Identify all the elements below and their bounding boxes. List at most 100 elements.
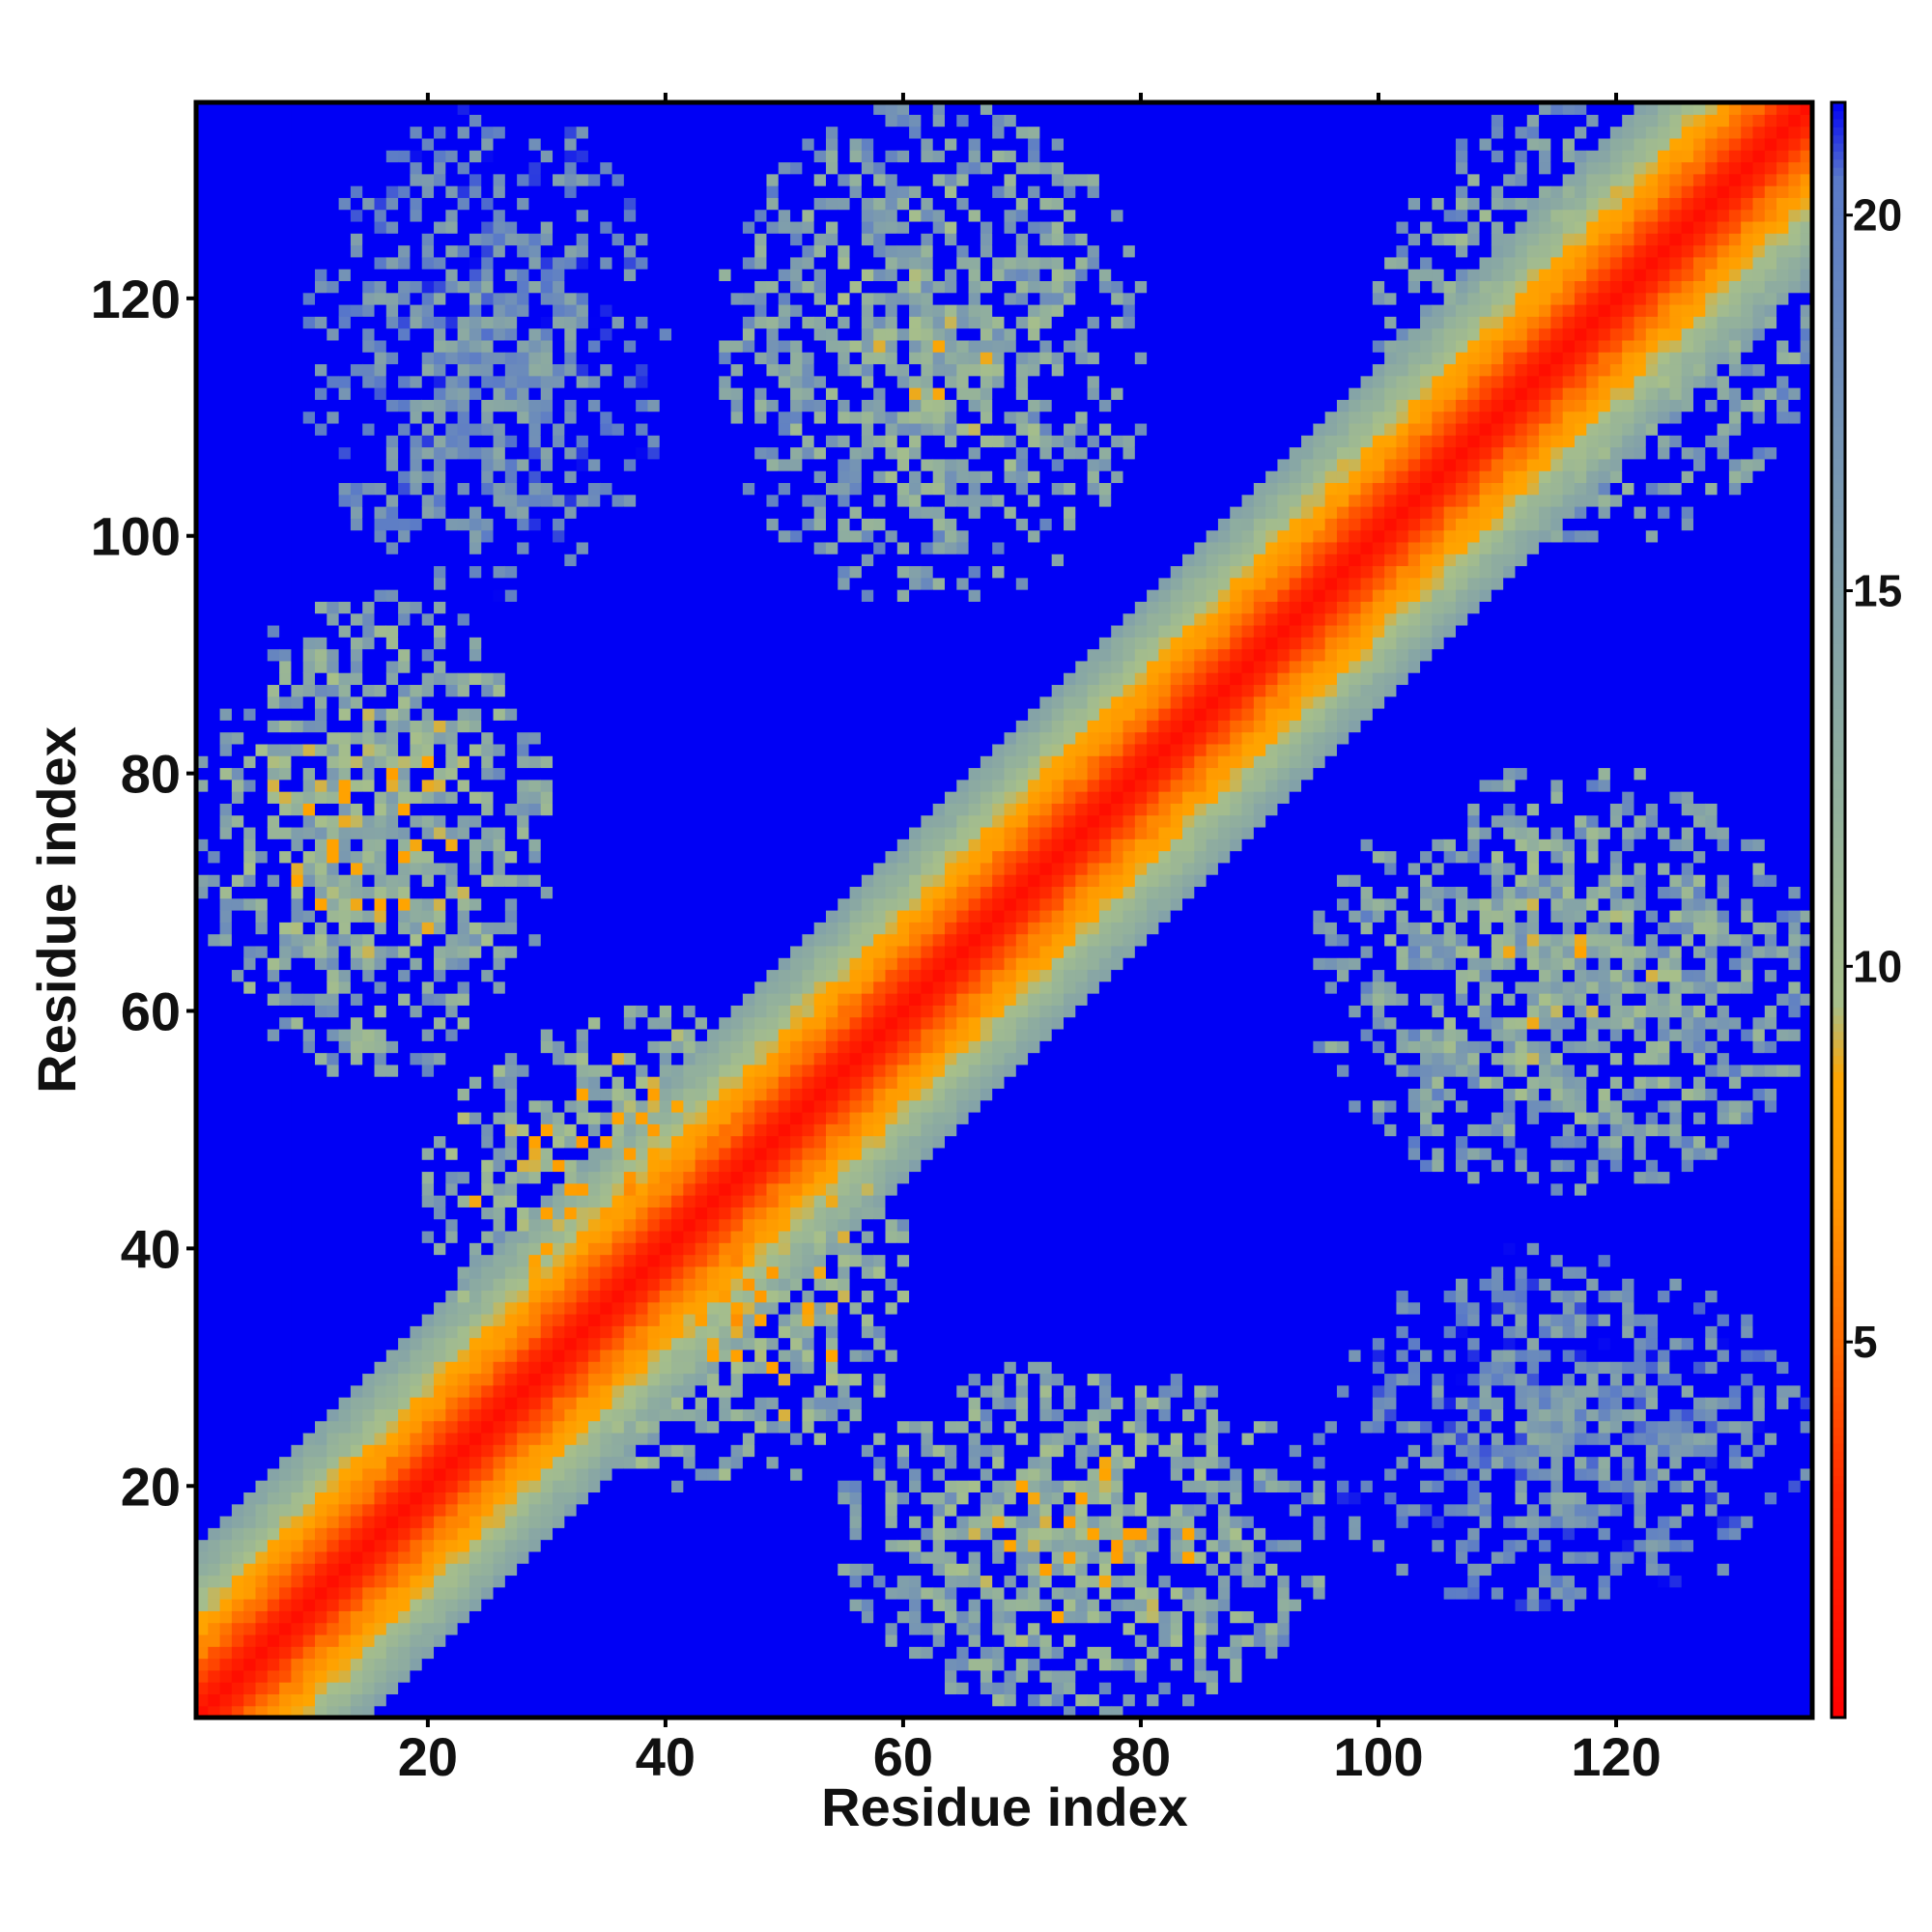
heatmap-cell bbox=[219, 1408, 233, 1422]
heatmap-cell bbox=[279, 684, 293, 697]
heatmap-cell bbox=[410, 743, 423, 756]
heatmap-cell bbox=[362, 1265, 376, 1279]
heatmap-cell bbox=[267, 910, 280, 923]
heatmap-cell bbox=[564, 1480, 578, 1493]
heatmap-cell bbox=[421, 1610, 435, 1624]
heatmap-cell bbox=[350, 980, 363, 994]
heatmap-cell bbox=[374, 1516, 387, 1528]
heatmap-cell bbox=[421, 1337, 435, 1350]
heatmap-cell bbox=[540, 1016, 554, 1030]
heatmap-cell bbox=[231, 280, 244, 294]
heatmap-cell bbox=[434, 624, 446, 638]
heatmap-cell bbox=[398, 470, 412, 484]
heatmap-cell bbox=[600, 1088, 613, 1101]
heatmap-cell bbox=[350, 137, 363, 151]
heatmap-cell bbox=[493, 1301, 506, 1315]
heatmap-cell bbox=[327, 993, 340, 1006]
heatmap-cell bbox=[528, 1693, 542, 1707]
heatmap-cell bbox=[279, 1373, 293, 1386]
heatmap-cell bbox=[255, 375, 269, 388]
heatmap-cell bbox=[528, 458, 542, 471]
heatmap-cell bbox=[350, 897, 363, 911]
heatmap-cell bbox=[504, 1492, 518, 1505]
heatmap-cell bbox=[504, 244, 518, 258]
heatmap-cell bbox=[385, 387, 399, 400]
heatmap-cell bbox=[600, 969, 613, 982]
heatmap-cell bbox=[564, 1408, 578, 1422]
heatmap-cell bbox=[540, 1230, 554, 1243]
heatmap-cell bbox=[564, 280, 578, 294]
heatmap-cell bbox=[302, 1301, 316, 1315]
heatmap-cell bbox=[302, 672, 316, 686]
heatmap-cell bbox=[362, 565, 376, 579]
heatmap-cell bbox=[362, 1456, 376, 1469]
heatmap-cell bbox=[327, 624, 340, 638]
heatmap-cell bbox=[219, 1230, 233, 1243]
heatmap-cell bbox=[611, 1052, 625, 1065]
heatmap-cell bbox=[493, 838, 506, 852]
heatmap-cell bbox=[564, 209, 578, 222]
heatmap-cell bbox=[587, 826, 601, 839]
heatmap-cell bbox=[493, 387, 506, 400]
heatmap-cell bbox=[421, 220, 435, 234]
heatmap-cell bbox=[196, 541, 209, 554]
heatmap-cell bbox=[231, 814, 244, 828]
heatmap-cell bbox=[410, 506, 423, 519]
heatmap-cell bbox=[231, 672, 244, 686]
heatmap-cell bbox=[421, 1016, 435, 1030]
heatmap-cell bbox=[385, 969, 399, 982]
heatmap-cell bbox=[421, 672, 435, 686]
heatmap-cell bbox=[362, 1301, 376, 1315]
heatmap-cell bbox=[267, 327, 280, 341]
heatmap-cell bbox=[196, 173, 209, 186]
heatmap-cell bbox=[196, 256, 209, 270]
heatmap-cell bbox=[279, 220, 293, 234]
heatmap-cell bbox=[243, 1599, 257, 1611]
heatmap-cell bbox=[517, 518, 530, 531]
heatmap-cell bbox=[279, 969, 293, 982]
heatmap-cell bbox=[564, 446, 578, 460]
heatmap-cell bbox=[398, 233, 412, 246]
heatmap-cell bbox=[517, 1586, 530, 1600]
heatmap-cell bbox=[327, 1135, 340, 1149]
heatmap-cell bbox=[398, 541, 412, 554]
heatmap-cell bbox=[350, 696, 363, 709]
heatmap-cell bbox=[243, 1230, 257, 1243]
heatmap-cell bbox=[457, 529, 470, 543]
heatmap-cell bbox=[196, 945, 209, 958]
heatmap-cell bbox=[421, 1527, 435, 1541]
heatmap-cell bbox=[611, 1076, 625, 1090]
heatmap-cell bbox=[279, 1112, 293, 1124]
heatmap-cell bbox=[315, 1420, 327, 1434]
heatmap-cell bbox=[267, 1539, 280, 1552]
heatmap-cell bbox=[350, 672, 363, 686]
heatmap-cell bbox=[315, 1135, 327, 1149]
heatmap-cell bbox=[398, 1516, 412, 1528]
heatmap-cell bbox=[374, 980, 387, 994]
heatmap-cell bbox=[481, 387, 495, 400]
heatmap-cell bbox=[255, 1361, 269, 1375]
heatmap-cell bbox=[553, 1480, 565, 1493]
heatmap-cell bbox=[374, 1207, 387, 1220]
heatmap-cell bbox=[481, 1349, 495, 1362]
heatmap-cell bbox=[279, 1088, 293, 1101]
heatmap-cell bbox=[576, 1467, 589, 1481]
heatmap-cell bbox=[302, 1563, 316, 1577]
heatmap-cell bbox=[434, 720, 446, 733]
heatmap-cell bbox=[374, 220, 387, 234]
heatmap-cell bbox=[517, 1123, 530, 1137]
heatmap-cell bbox=[504, 1503, 518, 1517]
heatmap-cell bbox=[279, 957, 293, 971]
heatmap-cell bbox=[445, 506, 459, 519]
heatmap-cell bbox=[457, 482, 470, 496]
heatmap-cell bbox=[553, 197, 565, 211]
heatmap-cell bbox=[338, 1599, 352, 1611]
heatmap-cell bbox=[243, 791, 257, 804]
heatmap-cell bbox=[469, 1159, 482, 1173]
heatmap-cell bbox=[267, 233, 280, 246]
heatmap-cell bbox=[219, 684, 233, 697]
heatmap-cell bbox=[553, 1550, 565, 1564]
heatmap-cell bbox=[327, 791, 340, 804]
heatmap-cell bbox=[267, 1599, 280, 1611]
heatmap-cell bbox=[374, 422, 387, 436]
